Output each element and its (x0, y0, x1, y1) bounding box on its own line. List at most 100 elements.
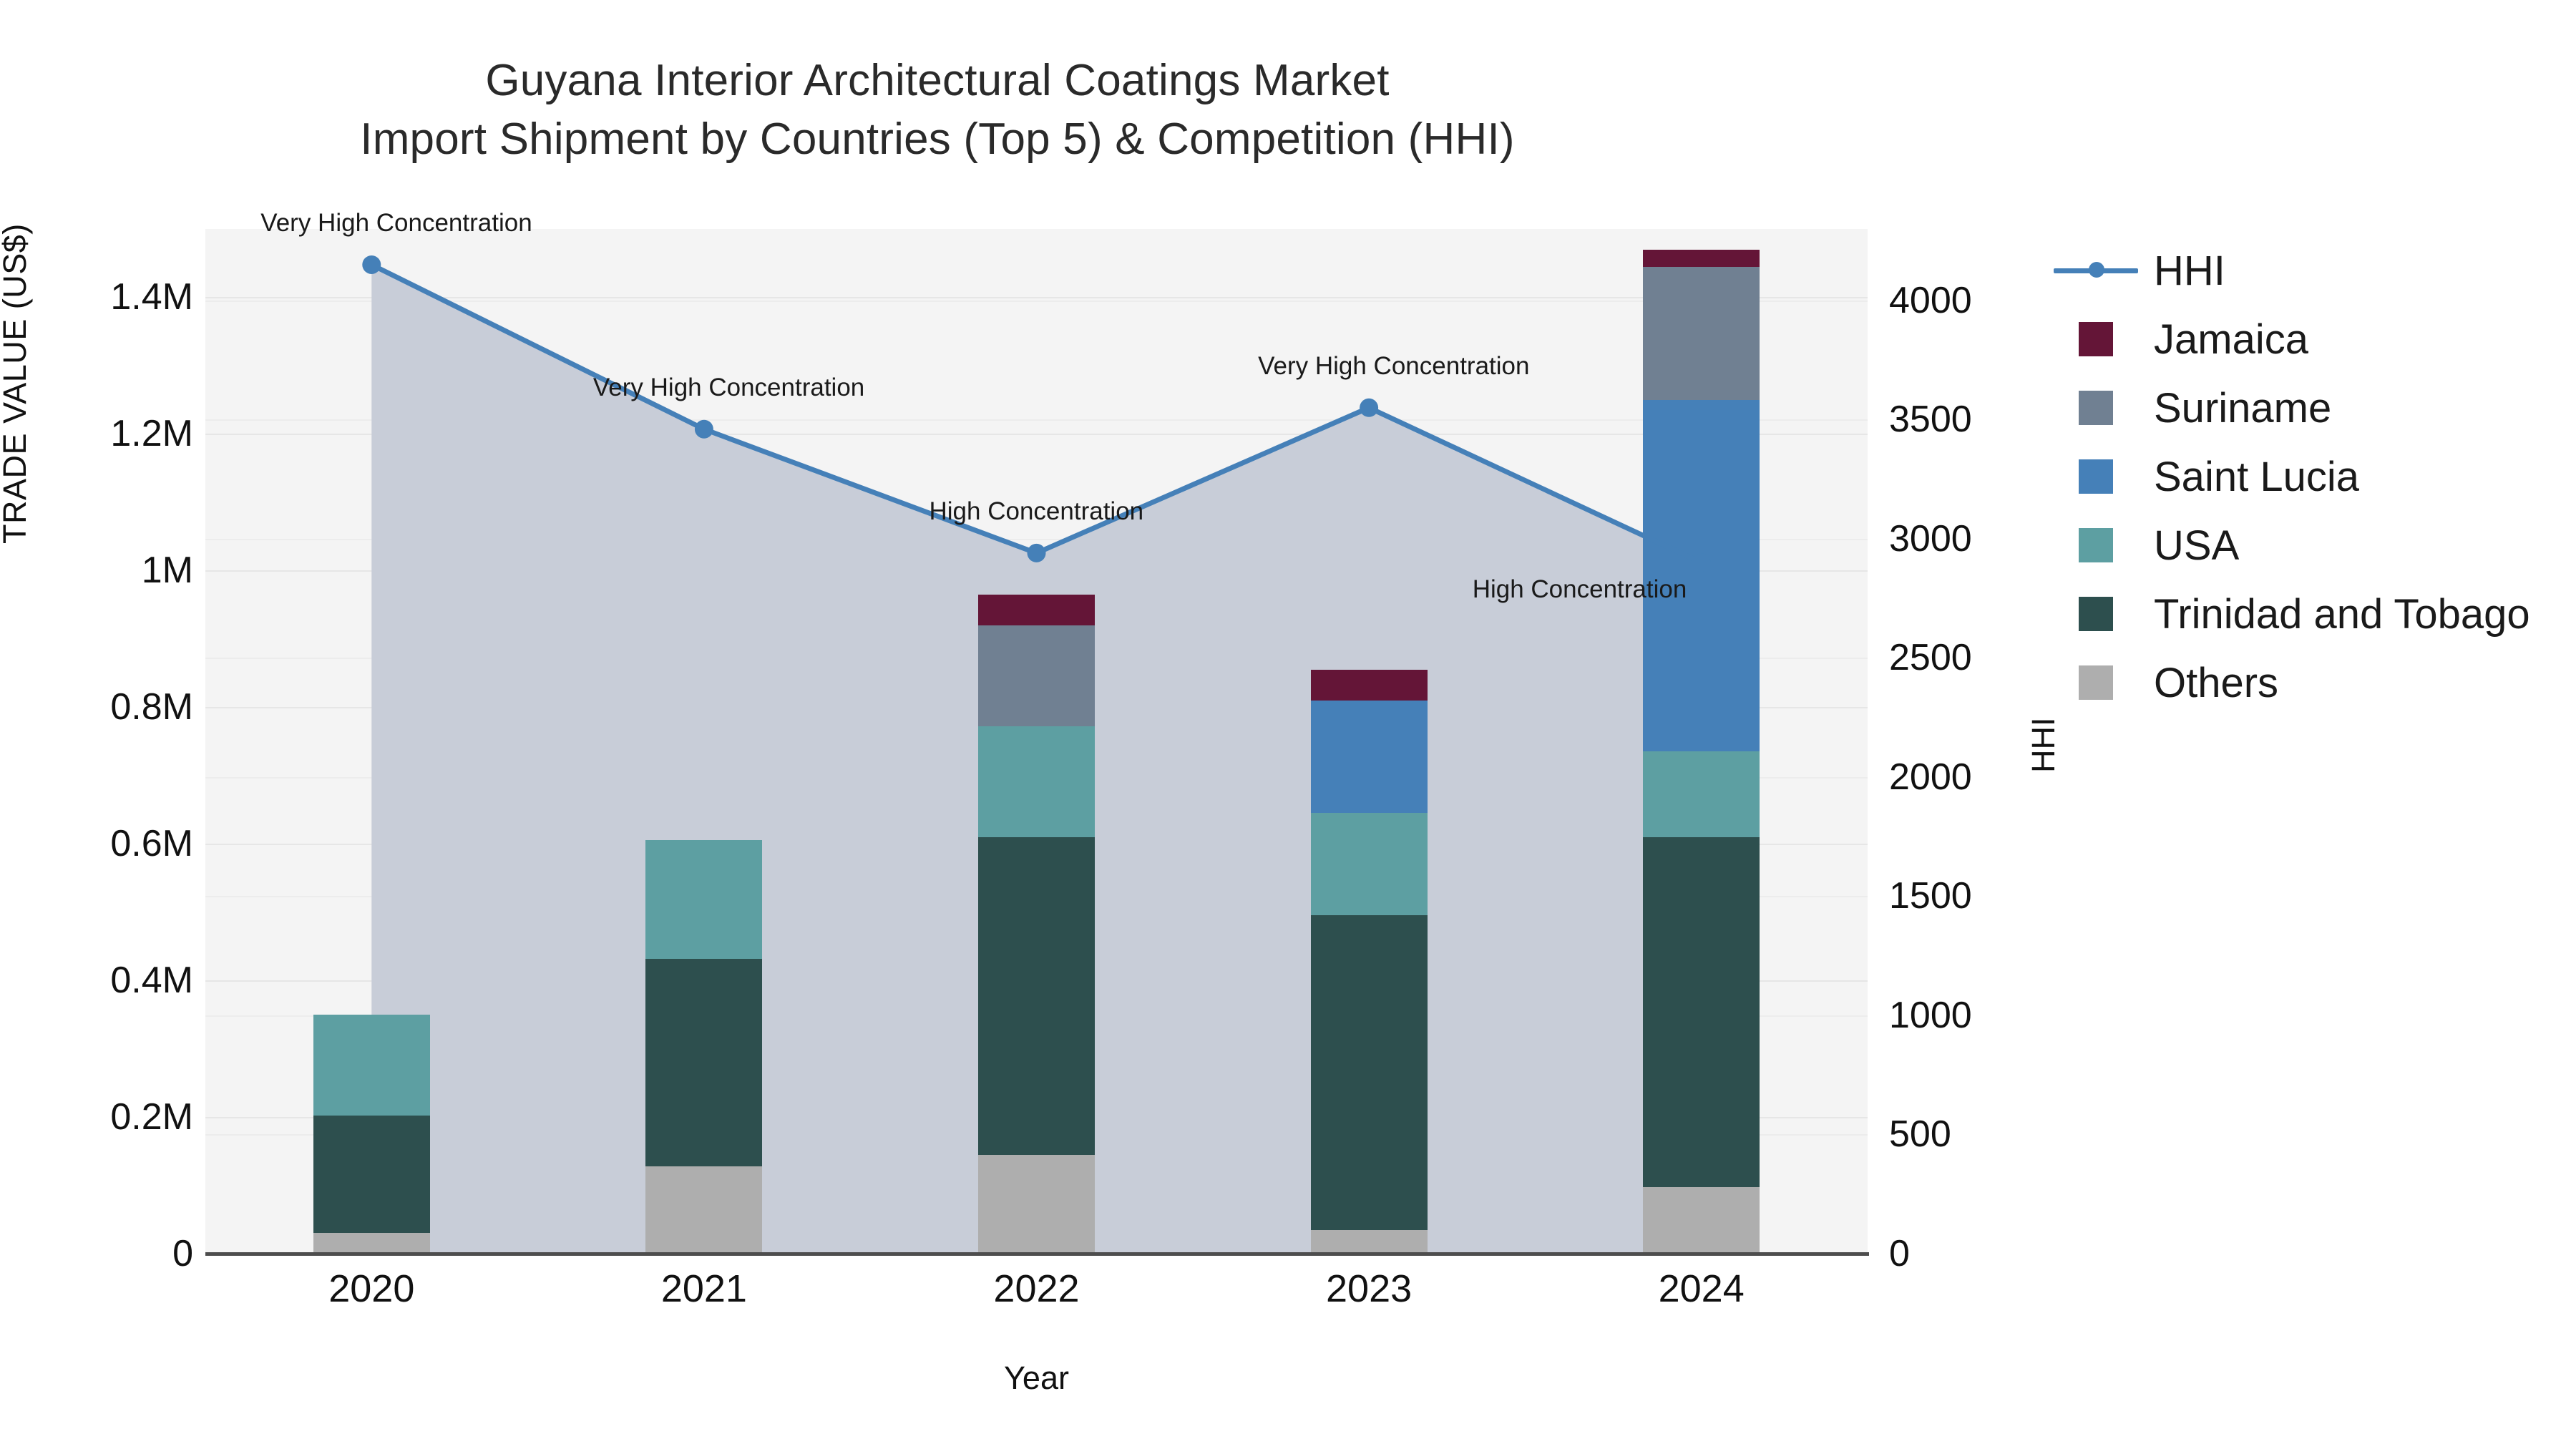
hhi-marker[interactable] (362, 255, 381, 274)
y-tick-label: 0.6M (110, 823, 193, 865)
bar-segment[interactable] (1643, 249, 1760, 267)
annotation-2022: High Concentration (929, 497, 1144, 525)
bar-segment[interactable] (1643, 751, 1760, 837)
bar-segment[interactable] (313, 1014, 430, 1116)
annotation-2020: Very High Concentration (260, 208, 532, 237)
annotation-2023: Very High Concentration (1258, 351, 1530, 380)
legend-swatch-icon (2054, 528, 2138, 562)
legend-item-label: Trinidad and Tobago (2154, 590, 2530, 638)
y-tick-label: 0.4M (110, 960, 193, 1002)
legend-swatch-icon (2054, 459, 2138, 494)
chart-title-line1: Guyana Interior Architectural Coatings M… (485, 56, 1390, 105)
bar-segment[interactable] (1643, 836, 1760, 1188)
gridline (205, 297, 1868, 299)
bar-segment[interactable] (978, 594, 1095, 625)
y2-tick-label: 2000 (1889, 756, 1972, 798)
y-tick-label: 1M (141, 550, 193, 592)
bar-segment[interactable] (645, 1166, 763, 1254)
y2-tick-label: 3500 (1889, 399, 1972, 441)
hhi-marker[interactable] (1360, 398, 1379, 417)
hhi-marker[interactable] (1027, 543, 1046, 562)
legend-item-jamaica[interactable]: Jamaica (2054, 305, 2530, 374)
bar-2022[interactable] (978, 229, 1095, 1254)
y2-tick-label: 2500 (1889, 637, 1972, 679)
bar-segment[interactable] (978, 625, 1095, 726)
gridline-secondary (205, 419, 1868, 421)
bar-segment[interactable] (1643, 1187, 1760, 1254)
x-axis-title: Year (1004, 1360, 1069, 1396)
legend-item-label: Suriname (2154, 384, 2332, 431)
y-tick-label: 0.8M (110, 686, 193, 728)
bar-segment[interactable] (313, 1233, 430, 1254)
legend-item-label: Jamaica (2154, 316, 2308, 363)
color-swatch-icon (2079, 322, 2113, 356)
legend-item-usa[interactable]: USA (2054, 511, 2530, 580)
y2-tick-label: 1500 (1889, 875, 1972, 917)
legend-item-suriname[interactable]: Suriname (2054, 374, 2530, 442)
y-tick-label: 1.2M (110, 413, 193, 455)
color-swatch-icon (2079, 459, 2113, 494)
x-tick-label: 2021 (660, 1267, 747, 1310)
bar-2020[interactable] (313, 229, 430, 1254)
bar-2021[interactable] (645, 229, 763, 1254)
legend-item-label: USA (2154, 522, 2240, 569)
legend-swatch-icon (2054, 597, 2138, 631)
y-axis-primary-title: TRADE VALUE (US$) (0, 223, 33, 544)
y2-tick-label: 3000 (1889, 517, 1972, 560)
hhi-line-svg (362, 255, 1711, 572)
bar-segment[interactable] (1643, 266, 1760, 400)
x-tick-label: 2023 (1326, 1267, 1413, 1310)
legend-swatch-icon (2054, 665, 2138, 700)
y-tick-label: 0.2M (110, 1096, 193, 1138)
bar-2023[interactable] (1310, 229, 1428, 1254)
bar-segment[interactable] (1310, 915, 1428, 1230)
legend-swatch-icon (2054, 391, 2138, 425)
x-tick-label: 2024 (1658, 1267, 1745, 1310)
chart-title-line2: Import Shipment by Countries (Top 5) & C… (360, 114, 1515, 164)
y-tick-label: 1.4M (110, 276, 193, 318)
bar-segment[interactable] (1310, 1229, 1428, 1254)
bar-segment[interactable] (645, 958, 763, 1166)
y2-tick-label: 1000 (1889, 994, 1972, 1036)
bar-segment[interactable] (1643, 399, 1760, 752)
color-swatch-icon (2079, 665, 2113, 700)
bar-segment[interactable] (1310, 813, 1428, 916)
line-marker-dot (2089, 262, 2104, 278)
chart-title: Guyana Interior Architectural Coatings M… (0, 52, 1875, 169)
color-swatch-icon (2079, 528, 2113, 562)
legend-item-label: Saint Lucia (2154, 453, 2359, 500)
y2-tick-label: 4000 (1889, 279, 1972, 321)
x-tick-label: 2022 (993, 1267, 1080, 1310)
bar-segment[interactable] (978, 836, 1095, 1155)
bar-segment[interactable] (1310, 700, 1428, 814)
color-swatch-icon (2079, 597, 2113, 631)
legend-item-saint-lucia[interactable]: Saint Lucia (2054, 442, 2530, 511)
bar-segment[interactable] (978, 1154, 1095, 1254)
y2-tick-label: 0 (1889, 1233, 1910, 1274)
y-axis-secondary-title: HHI (2025, 717, 2062, 774)
gridline (205, 434, 1868, 436)
legend-item-trinidad-and-tobago[interactable]: Trinidad and Tobago (2054, 580, 2530, 648)
bar-segment[interactable] (645, 840, 763, 959)
legend-line-icon (2054, 256, 2138, 285)
bar-segment[interactable] (313, 1116, 430, 1234)
y-tick-label: 0 (172, 1233, 193, 1274)
legend-swatch-icon (2054, 322, 2138, 356)
x-tick-label: 2020 (328, 1267, 415, 1310)
bar-segment[interactable] (1310, 669, 1428, 701)
annotation-2024: High Concentration (1472, 575, 1687, 604)
legend-item-label: HHI (2154, 247, 2225, 294)
color-swatch-icon (2079, 391, 2113, 425)
hhi-marker[interactable] (1692, 553, 1711, 572)
hhi-line-icon (2054, 256, 2138, 285)
x-axis-line (205, 1252, 1869, 1256)
y2-tick-label: 500 (1889, 1113, 1951, 1156)
bar-segment[interactable] (978, 726, 1095, 837)
legend-item-others[interactable]: Others (2054, 648, 2530, 717)
bar-2024[interactable] (1643, 229, 1760, 1254)
annotation-2021: Very High Concentration (592, 373, 865, 401)
legend-item-hhi[interactable]: HHI (2054, 236, 2530, 305)
hhi-marker[interactable] (694, 419, 713, 439)
gridline-secondary (205, 300, 1868, 302)
